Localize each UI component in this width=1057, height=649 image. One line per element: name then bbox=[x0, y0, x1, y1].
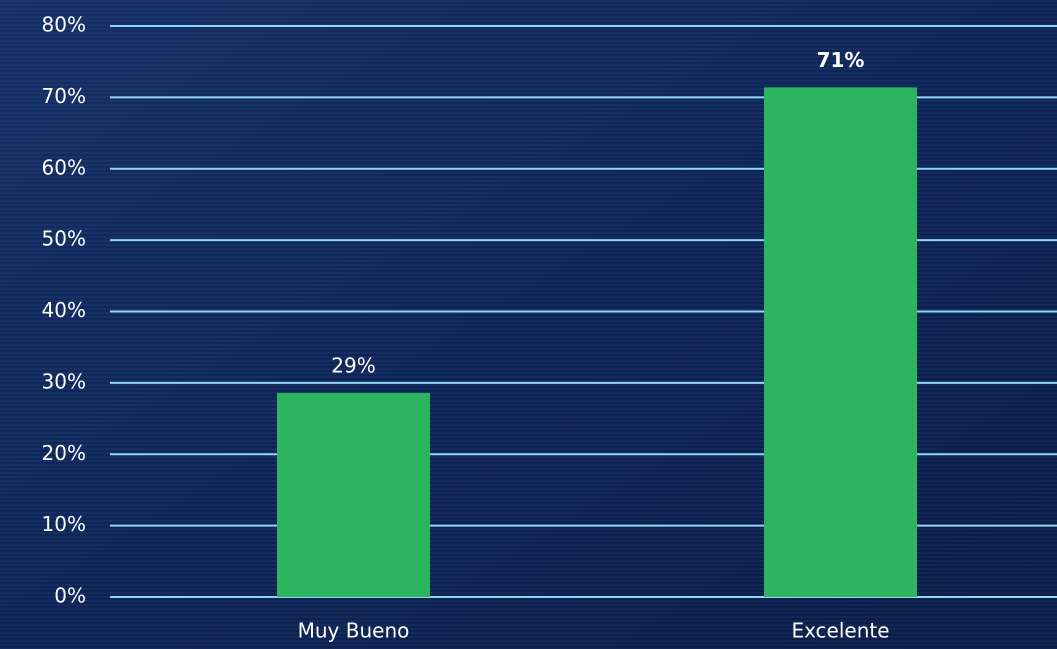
x-tick-label: Muy Bueno bbox=[298, 619, 410, 643]
y-tick-label: 70% bbox=[42, 84, 86, 108]
y-tick-label: 40% bbox=[42, 298, 86, 322]
data-label: 29% bbox=[331, 353, 375, 377]
x-tick-label: Excelente bbox=[791, 619, 889, 643]
y-tick-label: 20% bbox=[42, 441, 86, 465]
y-tick-label: 30% bbox=[42, 369, 86, 393]
y-tick-label: 0% bbox=[54, 584, 86, 608]
y-tick-label: 10% bbox=[42, 512, 86, 536]
y-tick-label: 50% bbox=[42, 227, 86, 251]
data-label: 71% bbox=[817, 48, 865, 72]
bar bbox=[764, 87, 917, 597]
y-tick-label: 80% bbox=[42, 13, 86, 37]
y-tick-label: 60% bbox=[42, 155, 86, 179]
bar bbox=[277, 392, 430, 597]
